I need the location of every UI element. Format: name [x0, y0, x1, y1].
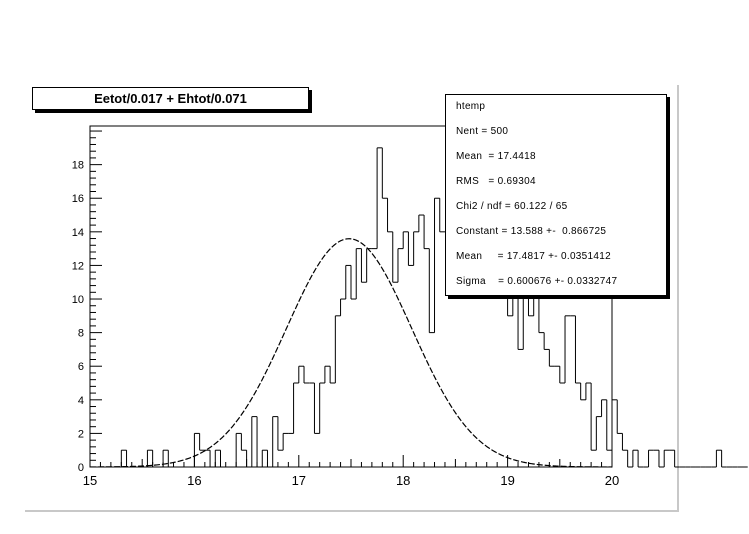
stats-rms: RMS = 0.69304: [456, 176, 536, 187]
y-tick-label: 18: [72, 160, 84, 172]
x-tick-label: 16: [187, 473, 201, 488]
stats-name: htemp: [456, 101, 486, 112]
y-tick-label: 10: [72, 294, 84, 306]
stats-entries: Nent = 500: [456, 126, 509, 137]
stats-chi2: Chi2 / ndf = 60.122 / 65: [456, 201, 568, 212]
y-tick-label: 4: [78, 395, 84, 407]
stats-sigma: Sigma = 0.600676 +- 0.0332747: [456, 276, 618, 287]
x-tick-label: 19: [500, 473, 514, 488]
plot-title[interactable]: Eetot/0.017 + Ehtot/0.071: [32, 87, 309, 110]
gaussian-fit-curve: [89, 238, 613, 468]
stats-constant: Constant = 13.588 +- 0.866725: [456, 226, 607, 237]
x-tick-label: 15: [83, 473, 97, 488]
y-tick-label: 0: [78, 462, 84, 474]
stats-mean: Mean = 17.4418: [456, 151, 536, 162]
y-tick-label: 12: [72, 260, 84, 272]
y-tick-label: 8: [78, 328, 84, 340]
y-tick-label: 6: [78, 361, 84, 373]
x-tick-label: 20: [605, 473, 619, 488]
y-tick-label: 14: [72, 227, 84, 239]
x-tick-label: 18: [396, 473, 410, 488]
y-tick-label: 2: [78, 428, 84, 440]
stats-fit-mean: Mean = 17.4817 +- 0.0351412: [456, 251, 611, 262]
y-tick-label: 16: [72, 193, 84, 205]
stats-box[interactable]: htemp Nent = 500 Mean = 17.4418 RMS = 0.…: [445, 94, 667, 296]
x-tick-label: 17: [292, 473, 306, 488]
